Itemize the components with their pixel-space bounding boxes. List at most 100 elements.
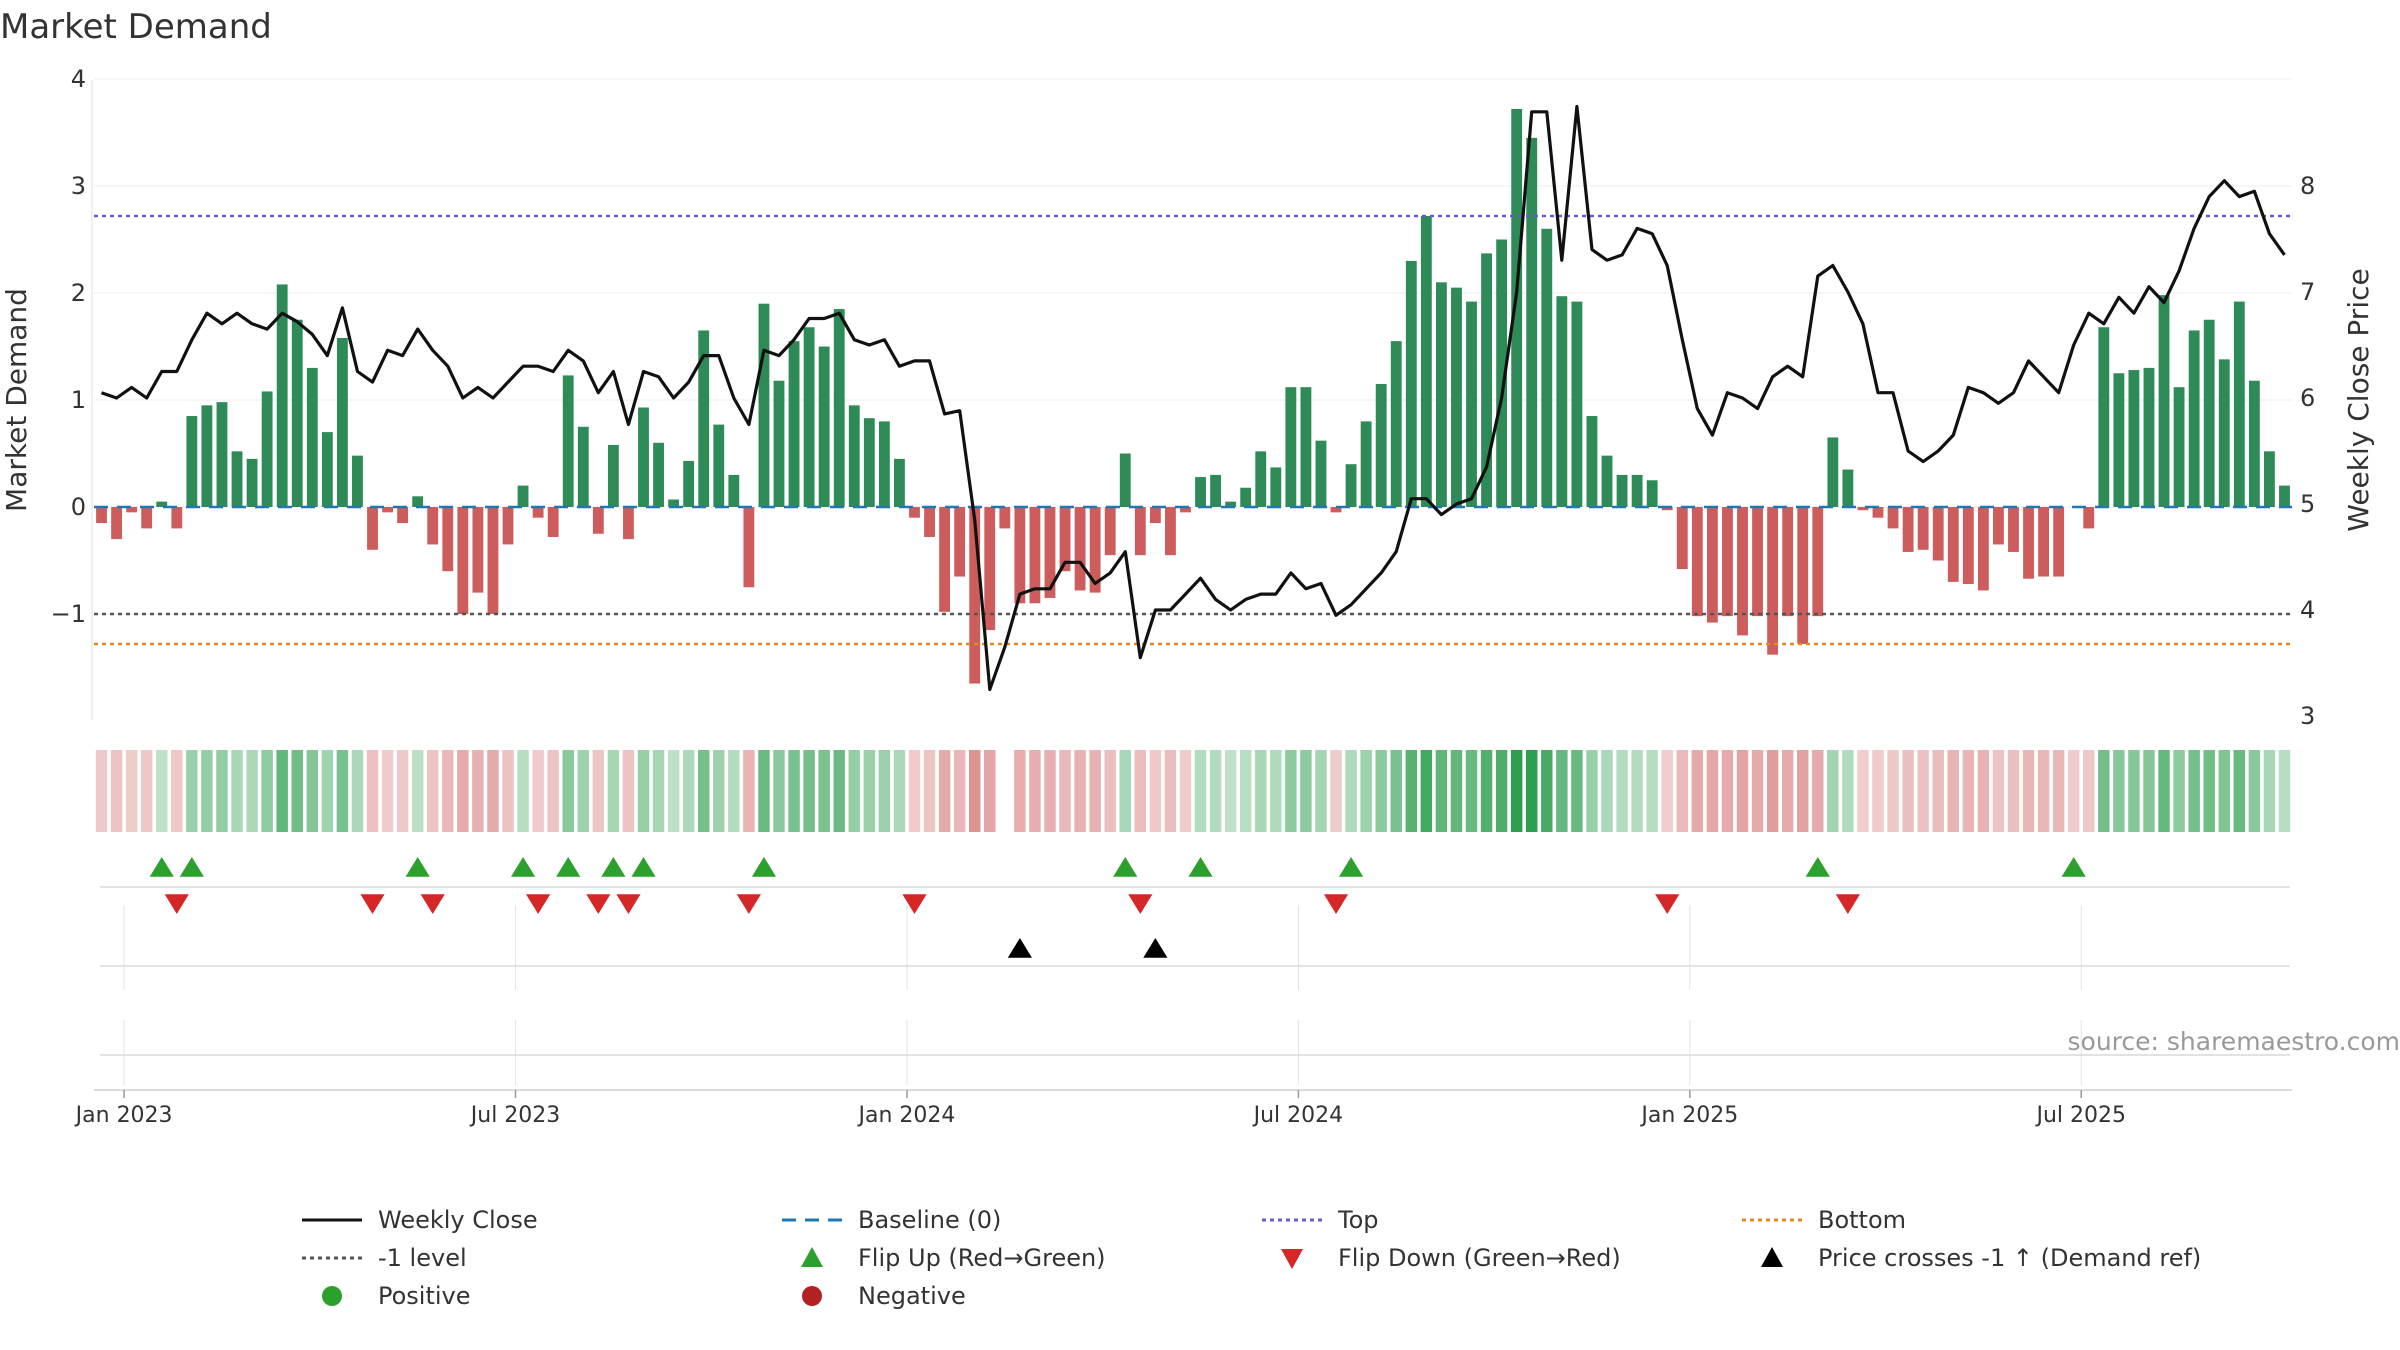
y-tick-label-right: 8 xyxy=(2300,172,2315,200)
strip-cell xyxy=(2083,750,2095,832)
strip-cell xyxy=(1059,750,1071,832)
strip-cell xyxy=(2037,750,2050,832)
strip-cell xyxy=(1601,750,1613,832)
bar-positive xyxy=(2098,327,2110,507)
legend-item-top: Top xyxy=(1260,1205,1379,1235)
y-tick-label-left: 4 xyxy=(71,65,86,93)
strip-cell xyxy=(1029,750,1041,832)
flip-down-marker xyxy=(1655,894,1680,914)
strip-cell xyxy=(1706,750,1719,832)
strip-cell xyxy=(186,750,198,832)
bar-negative xyxy=(367,507,378,550)
flip-down-marker xyxy=(1323,894,1349,914)
y-tick-label-left: −1 xyxy=(51,600,86,628)
legend-label: Negative xyxy=(858,1282,966,1310)
strip-cell xyxy=(1992,750,2005,832)
strip-cell xyxy=(95,750,108,832)
bar-positive xyxy=(2158,295,2170,507)
bar-positive xyxy=(803,327,815,507)
bar-positive xyxy=(1240,487,1252,507)
bar-negative xyxy=(427,507,439,545)
bar-positive xyxy=(863,418,875,507)
bar-positive xyxy=(231,451,243,507)
bar-positive xyxy=(878,421,890,507)
strip-cell xyxy=(411,750,424,832)
bar-positive xyxy=(276,284,288,507)
strip-cell xyxy=(1781,750,1794,832)
bar-positive xyxy=(2143,367,2155,507)
strip-cell xyxy=(1495,750,1508,832)
flip-down-marker xyxy=(526,894,551,914)
flip-down-marker xyxy=(420,894,445,914)
strip-cell xyxy=(637,750,650,832)
strip-cell xyxy=(2278,750,2291,832)
strip-cell xyxy=(2067,750,2080,832)
bar-positive xyxy=(517,485,529,507)
bar-positive xyxy=(2218,359,2230,507)
strip-cell xyxy=(1405,750,1418,832)
x-tick-label: Jul 2024 xyxy=(1252,1103,1344,1128)
legend-label: Flip Down (Green→Red) xyxy=(1338,1244,1621,1272)
y-tick-label-left: 1 xyxy=(71,386,86,414)
bar-positive xyxy=(1210,474,1222,507)
bar-positive xyxy=(1195,477,1206,507)
strip-cell xyxy=(1721,750,1734,832)
strip-cell xyxy=(713,750,725,832)
bar-negative xyxy=(1089,507,1101,593)
bar-negative xyxy=(1782,507,1794,617)
bar-negative xyxy=(1134,507,1146,556)
bar-positive xyxy=(2203,319,2215,507)
strip-cell xyxy=(893,750,906,832)
strip-cell xyxy=(667,750,680,832)
bar-negative xyxy=(2023,507,2034,579)
weekly-close-polyline xyxy=(100,104,2286,692)
bar-negative xyxy=(592,507,604,534)
bar-negative xyxy=(141,507,153,529)
legend-label: -1 level xyxy=(378,1244,467,1272)
strip-cell xyxy=(171,750,183,832)
bar-negative xyxy=(1767,507,1779,655)
strip-cell xyxy=(156,750,168,832)
bar-negative xyxy=(909,507,920,518)
strip-cell xyxy=(336,750,349,832)
bar-negative xyxy=(502,507,514,545)
y-tick-label-left: 2 xyxy=(71,279,86,307)
strip-cell xyxy=(607,750,620,832)
flip-up-marker xyxy=(601,857,626,877)
bar-positive xyxy=(2128,370,2140,507)
circle-icon xyxy=(322,1286,342,1306)
bar-negative xyxy=(1722,507,1733,617)
legend-dashed-line-icon xyxy=(782,1218,842,1222)
bar-negative xyxy=(1962,507,1974,585)
bar-negative xyxy=(939,507,951,612)
bar-negative xyxy=(126,507,138,513)
strip-cell xyxy=(2158,750,2170,832)
strip-cell xyxy=(1330,750,1342,832)
strip-cell xyxy=(2052,750,2065,832)
strip-cell xyxy=(2188,750,2200,832)
strip-cell xyxy=(1917,750,1929,832)
event-markers xyxy=(100,857,2290,1056)
strip-cell xyxy=(547,750,559,832)
legend-item-baseline: Baseline (0) xyxy=(780,1205,1001,1235)
price-cross-marker xyxy=(1143,938,1168,958)
strip-cell xyxy=(968,750,981,832)
strip-cell xyxy=(2007,750,2020,832)
bar-positive xyxy=(2188,330,2200,507)
strip-cell xyxy=(1450,750,1463,832)
strip-cell xyxy=(1872,750,1884,832)
bar-negative xyxy=(924,507,935,537)
y-axis-label-left: Market Demand xyxy=(0,288,33,512)
bar-negative xyxy=(1676,507,1688,570)
bar-positive xyxy=(1285,387,1297,507)
bar-negative xyxy=(547,507,559,537)
strip-cell xyxy=(1842,750,1854,832)
strip-cell xyxy=(1149,750,1162,832)
strip-cell xyxy=(1360,750,1372,832)
bar-negative xyxy=(969,507,981,684)
bar-positive xyxy=(2233,301,2245,507)
strip-cell xyxy=(1541,750,1553,832)
bar-positive xyxy=(1315,440,1327,507)
bar-negative xyxy=(1993,507,2004,545)
legend-label: Price crosses -1 ↑ (Demand ref) xyxy=(1818,1244,2202,1272)
